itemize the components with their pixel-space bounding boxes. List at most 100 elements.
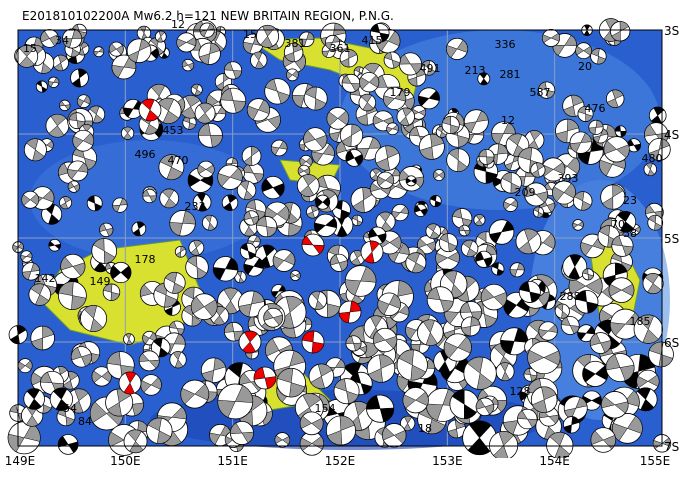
- beachball-lobe: [198, 201, 208, 212]
- beachball-lobe: [71, 347, 82, 361]
- beachball: [445, 37, 469, 60]
- frame: [17, 29, 663, 447]
- beachball: [23, 138, 47, 162]
- depth-label: 128: [510, 385, 531, 398]
- beachball-lobe: [543, 350, 561, 366]
- beachball-lobe: [451, 389, 465, 405]
- beachball-lobe: [46, 140, 54, 149]
- beachball-lobe: [388, 293, 401, 309]
- beachball: [15, 45, 39, 68]
- beachball-lobe: [166, 166, 183, 180]
- beachball-lobe: [317, 363, 333, 377]
- beachball-lobe: [19, 56, 35, 68]
- beachball-lobe: [619, 364, 635, 381]
- beachball: [299, 154, 313, 169]
- beachball: [603, 136, 630, 163]
- beachball-lobe: [387, 30, 401, 47]
- beachball-lobe: [256, 216, 267, 227]
- beachball: [633, 314, 663, 344]
- beachball-lobe: [574, 191, 585, 202]
- beachball-lobe: [175, 251, 181, 258]
- beachball-lobe: [150, 47, 159, 60]
- beachball-lobe: [52, 387, 68, 400]
- beachball-lobe: [421, 60, 431, 69]
- beachball: [57, 434, 79, 455]
- beachball-lobe: [569, 142, 582, 153]
- beachball: [572, 219, 584, 231]
- beachball-lobe: [439, 233, 449, 244]
- beachball: [70, 346, 93, 368]
- beachball-lobe: [648, 215, 657, 224]
- beachball: [217, 383, 254, 420]
- beachball-lobe: [642, 328, 659, 344]
- beachball-lobe: [538, 81, 547, 91]
- beachball-lobe: [359, 76, 370, 90]
- beachball-lobe: [601, 396, 616, 409]
- beachball-lobe: [187, 255, 198, 268]
- beachball-lobe: [591, 395, 602, 406]
- beachball-lobe: [232, 70, 242, 79]
- beachball-lobe: [546, 89, 555, 99]
- beachball-lobe: [373, 331, 386, 345]
- beachball: [86, 195, 103, 212]
- depth-label: 142: [35, 272, 56, 285]
- beachball-lobe: [535, 191, 548, 203]
- beachball-lobe: [394, 90, 407, 102]
- beachball: [435, 245, 460, 271]
- beachball-lobe: [284, 52, 296, 62]
- beachball-lobe: [577, 221, 584, 228]
- beachball: [425, 223, 442, 240]
- beachball-lobe: [142, 189, 150, 197]
- beachball: [306, 205, 320, 219]
- beachball-lobe: [140, 380, 152, 393]
- beachball: [538, 81, 556, 99]
- beachball-lobe: [533, 206, 540, 213]
- depth-label: 84: [78, 415, 92, 428]
- beachball-lobe: [193, 240, 203, 249]
- depth-label: 34: [55, 34, 69, 47]
- beachball: [118, 371, 142, 395]
- beachball-lobe: [169, 222, 183, 236]
- beachball: [301, 233, 325, 257]
- beachball-lobe: [582, 268, 589, 275]
- beachball-lobe: [519, 390, 531, 401]
- depth-label: 70: [611, 218, 625, 231]
- beachball: [242, 162, 265, 184]
- beachball: [91, 366, 112, 387]
- beachball-lobe: [234, 385, 254, 403]
- beachball-lobe: [493, 445, 509, 458]
- beachball-lobe: [648, 341, 664, 355]
- beachball-lobe: [196, 193, 206, 203]
- beachball-lobe: [58, 162, 70, 176]
- depth-label: 20: [578, 60, 592, 73]
- beachball-lobe: [171, 406, 187, 420]
- beachball-lobe: [468, 420, 492, 439]
- beachball-lobe: [385, 174, 395, 185]
- beachball-lobe: [410, 364, 427, 381]
- beachball-lobe: [542, 233, 556, 250]
- beachball-lobe: [199, 53, 210, 65]
- beachball-lobe: [428, 90, 440, 102]
- beachball-lobe: [353, 154, 364, 166]
- beachball-lobe: [647, 168, 655, 176]
- beachball: [517, 408, 538, 430]
- beachball-lobe: [372, 168, 381, 175]
- beachball-lobe: [197, 164, 207, 175]
- beachball-lobe: [378, 211, 391, 223]
- beachball: [642, 273, 664, 295]
- beachball: [463, 109, 489, 135]
- beachball-lobe: [379, 32, 390, 43]
- beachball: [542, 28, 561, 47]
- beachball-lobe: [620, 130, 627, 138]
- beachball: [188, 239, 205, 256]
- beachball-lobe: [422, 319, 435, 334]
- beachball-lobe: [597, 55, 606, 65]
- lat-label: 5S: [664, 232, 679, 246]
- depth-label: 154: [315, 402, 336, 415]
- beachball-lobe: [271, 146, 280, 156]
- beachball-lobe: [456, 39, 468, 53]
- beachball-lobe: [153, 337, 163, 348]
- beachball-lobe: [508, 133, 523, 146]
- beachball-lobe: [281, 436, 290, 445]
